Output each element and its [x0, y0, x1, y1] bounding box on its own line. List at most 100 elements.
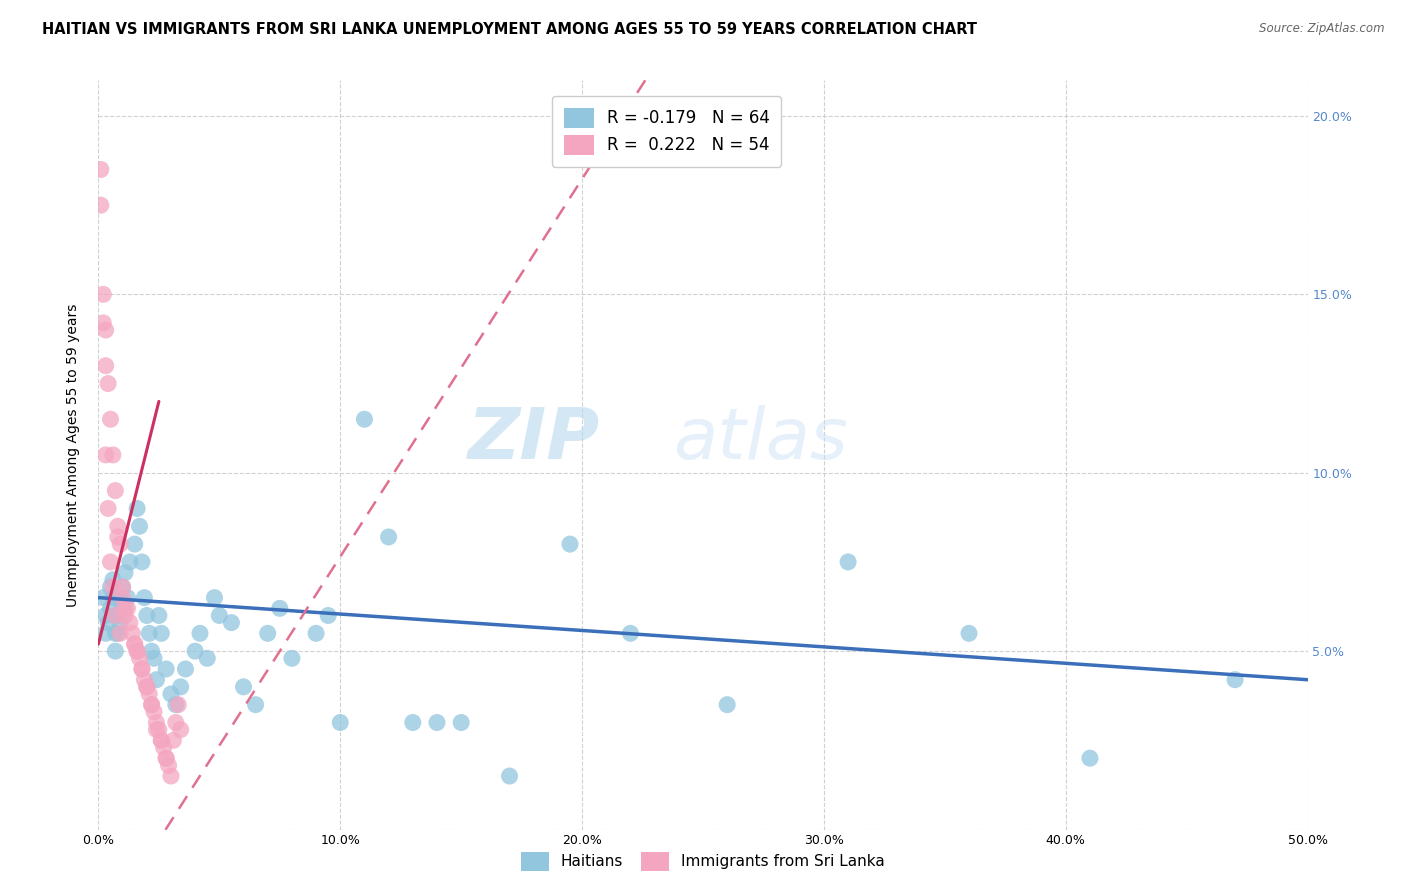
Point — [402, 715, 425, 730]
Text: atlas: atlas — [673, 406, 848, 475]
Point — [91, 591, 114, 605]
Text: ZIP: ZIP — [468, 406, 600, 475]
Point — [94, 626, 117, 640]
Point — [127, 501, 149, 516]
Point — [1223, 673, 1246, 687]
Legend: R = -0.179   N = 64, R =  0.222   N = 54: R = -0.179 N = 64, R = 0.222 N = 54 — [553, 96, 782, 167]
Point — [269, 601, 291, 615]
Point — [155, 751, 177, 765]
Point — [204, 591, 226, 605]
Point — [150, 733, 173, 747]
Point — [165, 715, 187, 730]
Point — [619, 626, 641, 640]
Point — [111, 598, 134, 612]
Point — [245, 698, 267, 712]
Point — [305, 626, 328, 640]
Point — [426, 715, 449, 730]
Text: HAITIAN VS IMMIGRANTS FROM SRI LANKA UNEMPLOYMENT AMONG AGES 55 TO 59 YEARS CORR: HAITIAN VS IMMIGRANTS FROM SRI LANKA UNE… — [42, 22, 977, 37]
Point — [97, 615, 120, 630]
Point — [155, 751, 177, 765]
Point — [127, 644, 149, 658]
Point — [256, 626, 278, 640]
Point — [1078, 751, 1101, 765]
Point — [138, 626, 160, 640]
Point — [134, 673, 156, 687]
Point — [138, 687, 160, 701]
Point — [316, 608, 339, 623]
Point — [184, 644, 207, 658]
Point — [94, 323, 117, 337]
Point — [558, 537, 581, 551]
Point — [124, 537, 146, 551]
Point — [188, 626, 211, 640]
Point — [94, 608, 117, 623]
Point — [127, 644, 149, 658]
Point — [143, 705, 166, 719]
Point — [148, 608, 170, 623]
Point — [281, 651, 304, 665]
Legend: Haitians, Immigrants from Sri Lanka: Haitians, Immigrants from Sri Lanka — [512, 843, 894, 880]
Point — [450, 715, 472, 730]
Point — [169, 680, 191, 694]
Point — [150, 733, 173, 747]
Point — [957, 626, 980, 640]
Point — [108, 537, 131, 551]
Point — [232, 680, 254, 694]
Point — [108, 591, 131, 605]
Point — [100, 601, 122, 615]
Point — [100, 580, 122, 594]
Point — [160, 687, 183, 701]
Point — [498, 769, 520, 783]
Point — [716, 698, 738, 712]
Point — [90, 162, 112, 177]
Point — [117, 591, 139, 605]
Point — [107, 626, 129, 640]
Point — [114, 601, 136, 615]
Point — [141, 644, 163, 658]
Point — [104, 483, 127, 498]
Point — [135, 608, 157, 623]
Point — [107, 519, 129, 533]
Point — [145, 715, 167, 730]
Point — [104, 644, 127, 658]
Point — [141, 698, 163, 712]
Point — [141, 698, 163, 712]
Point — [100, 555, 122, 569]
Point — [107, 530, 129, 544]
Point — [135, 680, 157, 694]
Point — [128, 519, 150, 533]
Point — [111, 580, 134, 594]
Point — [100, 412, 122, 426]
Point — [150, 626, 173, 640]
Point — [104, 608, 127, 623]
Point — [104, 608, 127, 623]
Point — [91, 287, 114, 301]
Point — [104, 626, 127, 640]
Point — [145, 723, 167, 737]
Point — [121, 626, 143, 640]
Point — [90, 198, 112, 212]
Point — [101, 580, 124, 594]
Point — [329, 715, 352, 730]
Text: Source: ZipAtlas.com: Source: ZipAtlas.com — [1260, 22, 1385, 36]
Point — [377, 530, 399, 544]
Point — [101, 591, 124, 605]
Point — [107, 608, 129, 623]
Point — [195, 651, 218, 665]
Point — [135, 680, 157, 694]
Point — [131, 555, 153, 569]
Point — [143, 651, 166, 665]
Point — [145, 673, 167, 687]
Point — [131, 662, 153, 676]
Point — [124, 637, 146, 651]
Point — [94, 448, 117, 462]
Point — [114, 608, 136, 623]
Point — [91, 316, 114, 330]
Point — [97, 501, 120, 516]
Point — [837, 555, 859, 569]
Point — [108, 626, 131, 640]
Point — [94, 359, 117, 373]
Point — [221, 615, 243, 630]
Point — [165, 698, 187, 712]
Point — [131, 662, 153, 676]
